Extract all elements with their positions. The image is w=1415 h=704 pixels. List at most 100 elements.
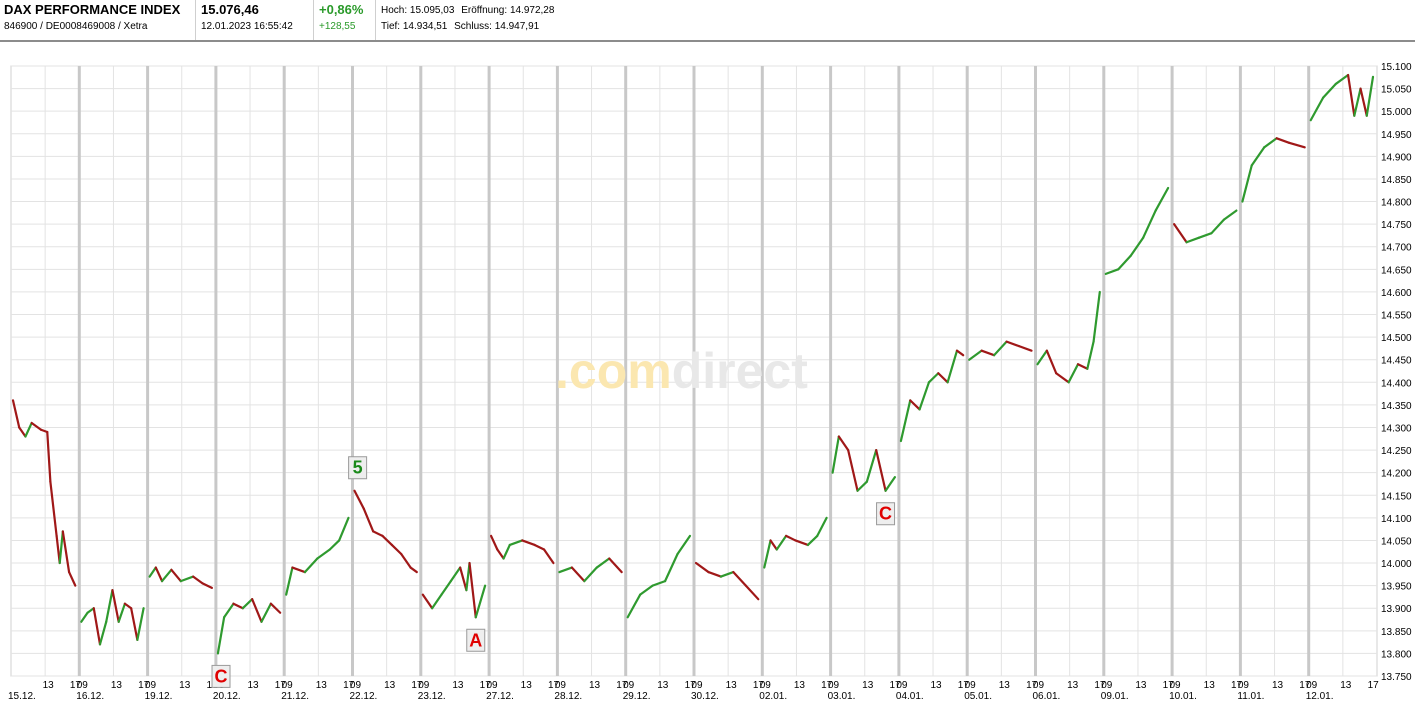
- x-day-label: 19.12.: [145, 691, 173, 702]
- y-tick-label: 14.450: [1381, 356, 1412, 367]
- series-segment: [1334, 73, 1350, 86]
- series-segment: [409, 566, 418, 574]
- x-hour-label: 13: [384, 680, 396, 691]
- x-hour-label: 17: [1094, 680, 1106, 691]
- x-hour-label: 17: [411, 680, 423, 691]
- series-segment: [1104, 268, 1120, 275]
- x-hour-label: 13: [452, 680, 464, 691]
- x-hour-label: 13: [726, 680, 738, 691]
- series-segment: [856, 480, 868, 492]
- series-segment: [608, 557, 623, 574]
- x-hour-label: 09: [1033, 680, 1045, 691]
- x-hour-label: 13: [999, 680, 1011, 691]
- annotation-label: A: [469, 630, 482, 650]
- series-segment: [626, 593, 642, 619]
- series-segment: [558, 566, 573, 574]
- series-segment: [595, 557, 611, 569]
- x-hour-label: 17: [343, 680, 355, 691]
- series-segment: [918, 381, 931, 411]
- series-segment: [468, 561, 477, 619]
- series-segment: [806, 534, 819, 547]
- series-segment: [847, 448, 859, 492]
- price-series: [11, 73, 1375, 655]
- x-hour-label: 17: [685, 680, 697, 691]
- series-segment: [123, 602, 133, 610]
- series-segment: [884, 476, 897, 492]
- series-segment: [775, 534, 788, 551]
- series-segment: [372, 530, 384, 538]
- series-segment: [865, 448, 878, 483]
- last-price: 15.076,46: [201, 2, 259, 17]
- series-segment: [39, 428, 49, 434]
- series-segment: [136, 607, 145, 641]
- y-tick-label: 14.750: [1381, 220, 1412, 231]
- change-percent: +0,86%: [319, 2, 364, 17]
- series-segment: [1017, 345, 1033, 352]
- series-segment: [490, 534, 499, 551]
- series-segment: [1197, 232, 1213, 239]
- series-segment: [216, 616, 226, 655]
- x-hour-label: 09: [691, 680, 703, 691]
- watermark: .comdirect: [555, 343, 808, 399]
- x-hour-label: 13: [862, 680, 874, 691]
- series-segment: [663, 552, 679, 583]
- series-segment: [1263, 137, 1278, 149]
- series-segment: [291, 566, 306, 574]
- x-hour-label: 09: [623, 680, 635, 691]
- series-segment: [30, 421, 43, 431]
- x-hour-label: 13: [521, 680, 533, 691]
- watermark-direct: direct: [672, 343, 809, 399]
- watermark-text: .comdirect: [555, 343, 808, 399]
- series-segment: [170, 568, 182, 583]
- series-segment: [1241, 164, 1253, 203]
- series-segment: [707, 570, 723, 578]
- instrument-identifier: 846900 / DE0008469008 / Xetra: [4, 21, 148, 32]
- series-segment: [86, 607, 95, 614]
- series-segment: [583, 566, 598, 583]
- x-hour-label: 13: [589, 680, 601, 691]
- x-hour-label: 17: [958, 680, 970, 691]
- x-hour-label: 13: [1272, 680, 1284, 691]
- series-segment: [105, 589, 114, 623]
- annotation-box: [466, 628, 486, 652]
- x-hour-label: 17: [275, 680, 287, 691]
- x-day-label: 16.12.: [76, 691, 104, 702]
- series-segment: [421, 593, 434, 610]
- y-tick-label: 14.150: [1381, 491, 1412, 502]
- x-hour-label: 17: [1163, 680, 1175, 691]
- x-hour-label: 09: [1238, 680, 1250, 691]
- series-segment: [201, 582, 213, 589]
- series-segment: [160, 568, 173, 583]
- x-hour-label: 13: [930, 680, 942, 691]
- quote-header: DAX PERFORMANCE INDEX 846900 / DE0008469…: [0, 0, 1415, 42]
- y-tick-label: 14.700: [1381, 243, 1412, 254]
- series-segment: [875, 448, 887, 492]
- series-segment: [269, 602, 282, 614]
- x-day-label: 12.01.: [1306, 691, 1334, 702]
- x-day-label: 20.12.: [213, 691, 241, 702]
- series-segment: [241, 598, 254, 610]
- x-hour-label: 13: [1204, 680, 1216, 691]
- close-value: 14.947,91: [494, 21, 540, 32]
- y-tick-label: 14.400: [1381, 378, 1412, 389]
- series-segment: [1172, 223, 1188, 244]
- series-segment: [328, 539, 341, 551]
- x-hour-label: 13: [247, 680, 259, 691]
- series-segment: [223, 602, 235, 619]
- y-tick-label: 14.900: [1381, 152, 1412, 163]
- y-tick-label: 14.250: [1381, 446, 1412, 457]
- series-segment: [816, 516, 828, 538]
- y-tick-label: 13.800: [1381, 649, 1412, 660]
- header-separator: [375, 0, 376, 40]
- x-hour-label: 13: [111, 680, 123, 691]
- series-segment: [1055, 372, 1070, 384]
- series-segment: [794, 539, 810, 547]
- series-segment: [362, 507, 375, 533]
- series-segment: [946, 349, 959, 384]
- series-segment: [459, 566, 468, 592]
- x-hour-label: 09: [760, 680, 772, 691]
- y-tick-label: 14.200: [1381, 469, 1412, 480]
- series-segment: [130, 607, 139, 641]
- x-hour-label: 17: [1299, 680, 1311, 691]
- series-segment: [111, 589, 120, 623]
